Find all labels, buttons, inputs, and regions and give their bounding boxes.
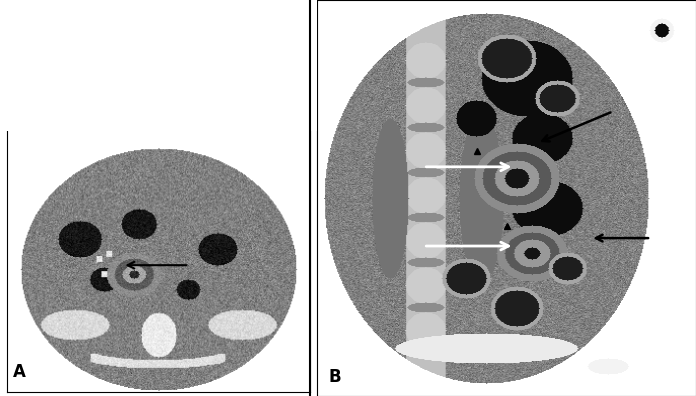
Text: A: A: [13, 364, 26, 381]
Text: B: B: [328, 368, 340, 386]
